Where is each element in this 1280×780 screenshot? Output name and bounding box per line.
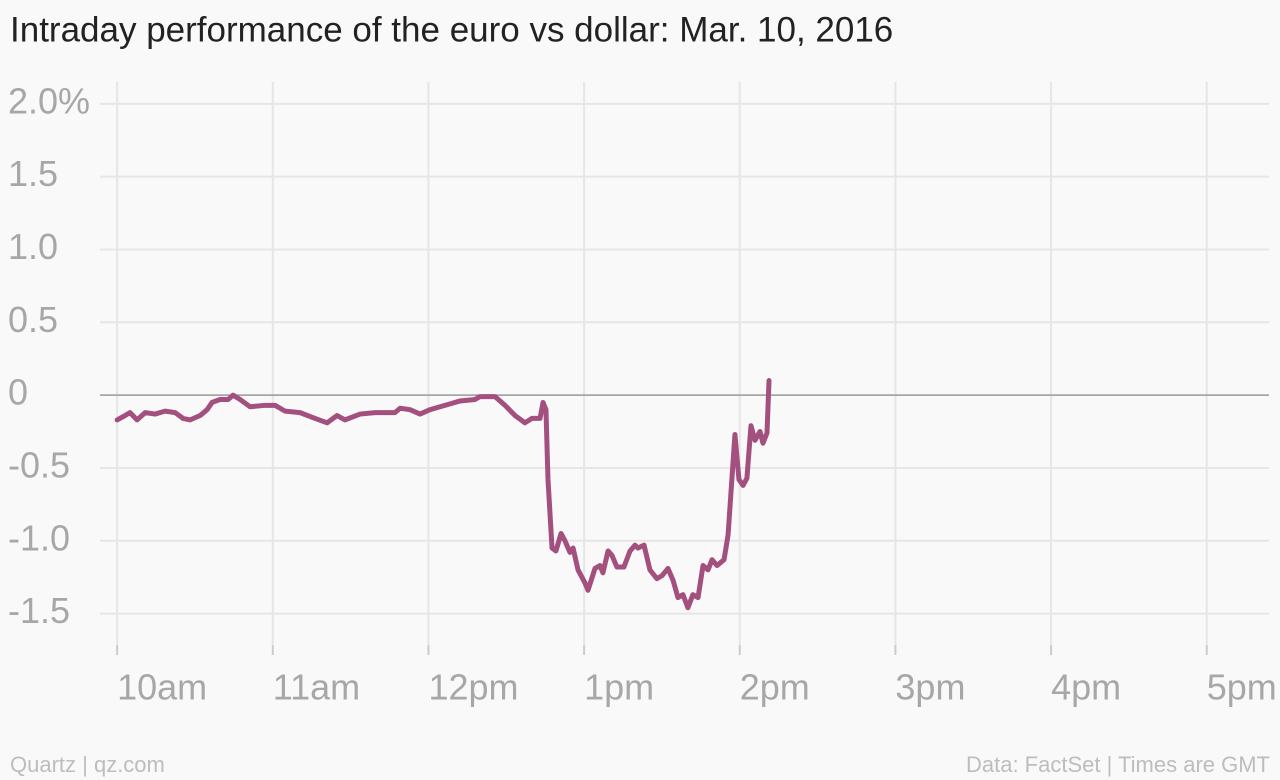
x-tick-label: 4pm (1051, 667, 1121, 708)
y-tick-label: -1.5 (8, 590, 70, 631)
x-tick-label: 10am (117, 667, 207, 708)
y-tick-label: 0.5 (8, 299, 58, 340)
x-tick-label: 5pm (1207, 667, 1277, 708)
x-tick-label: 3pm (895, 667, 965, 708)
y-tick-label: -1.0 (8, 517, 70, 558)
x-tick-label: 1pm (584, 667, 654, 708)
y-tick-label: 2.0% (8, 80, 90, 121)
x-tick-label: 2pm (740, 667, 810, 708)
credit: Quartz | qz.com (10, 752, 165, 777)
y-tick-label: 1.0 (8, 226, 58, 267)
chart-title: Intraday performance of the euro vs doll… (10, 10, 893, 49)
x-tick-label: 11am (273, 667, 360, 708)
y-tick-label: 1.5 (8, 153, 58, 194)
y-tick-label: 0 (8, 372, 28, 413)
y-tick-label: -0.5 (8, 444, 70, 485)
source: Data: FactSet | Times are GMT (966, 752, 1270, 777)
data-line (114, 378, 772, 611)
x-tick-label: 12pm (428, 667, 518, 708)
